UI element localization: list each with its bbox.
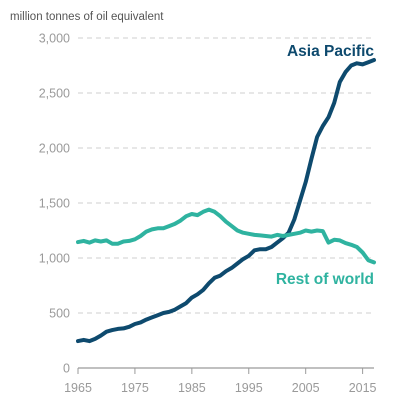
series-line-asia-pacific <box>76 58 376 344</box>
series-label-asia-pacific: Asia Pacific <box>287 43 374 60</box>
series-lines <box>76 58 376 344</box>
y-axis-unit-label: million tonnes of oil equivalent <box>10 11 164 23</box>
x-tick-label: 1965 <box>64 381 92 395</box>
x-axis-ticks: 1965 1975 1985 1995 2005 2015 <box>64 368 377 395</box>
series-labels: Asia Pacific Rest of world <box>276 43 375 288</box>
series-label-rest-of-world: Rest of world <box>276 271 374 288</box>
y-tick-label: 2,500 <box>39 87 70 101</box>
gridlines <box>78 37 374 369</box>
x-tick-label: 2015 <box>349 381 377 395</box>
y-tick-label: 3,000 <box>39 32 70 46</box>
y-axis-ticks: 0 500 1,000 1,500 2,000 2,500 3,000 <box>39 32 70 376</box>
y-tick-label: 1,000 <box>39 252 70 266</box>
y-tick-label: 500 <box>49 307 70 321</box>
x-tick-label: 1975 <box>121 381 149 395</box>
y-tick-label: 0 <box>63 362 70 376</box>
x-tick-label: 1995 <box>235 381 263 395</box>
y-tick-label: 2,000 <box>39 142 70 156</box>
y-tick-label: 1,500 <box>39 197 70 211</box>
series-line-rest-of-world <box>76 207 376 265</box>
x-tick-label: 1985 <box>178 381 206 395</box>
x-tick-label: 2005 <box>292 381 320 395</box>
